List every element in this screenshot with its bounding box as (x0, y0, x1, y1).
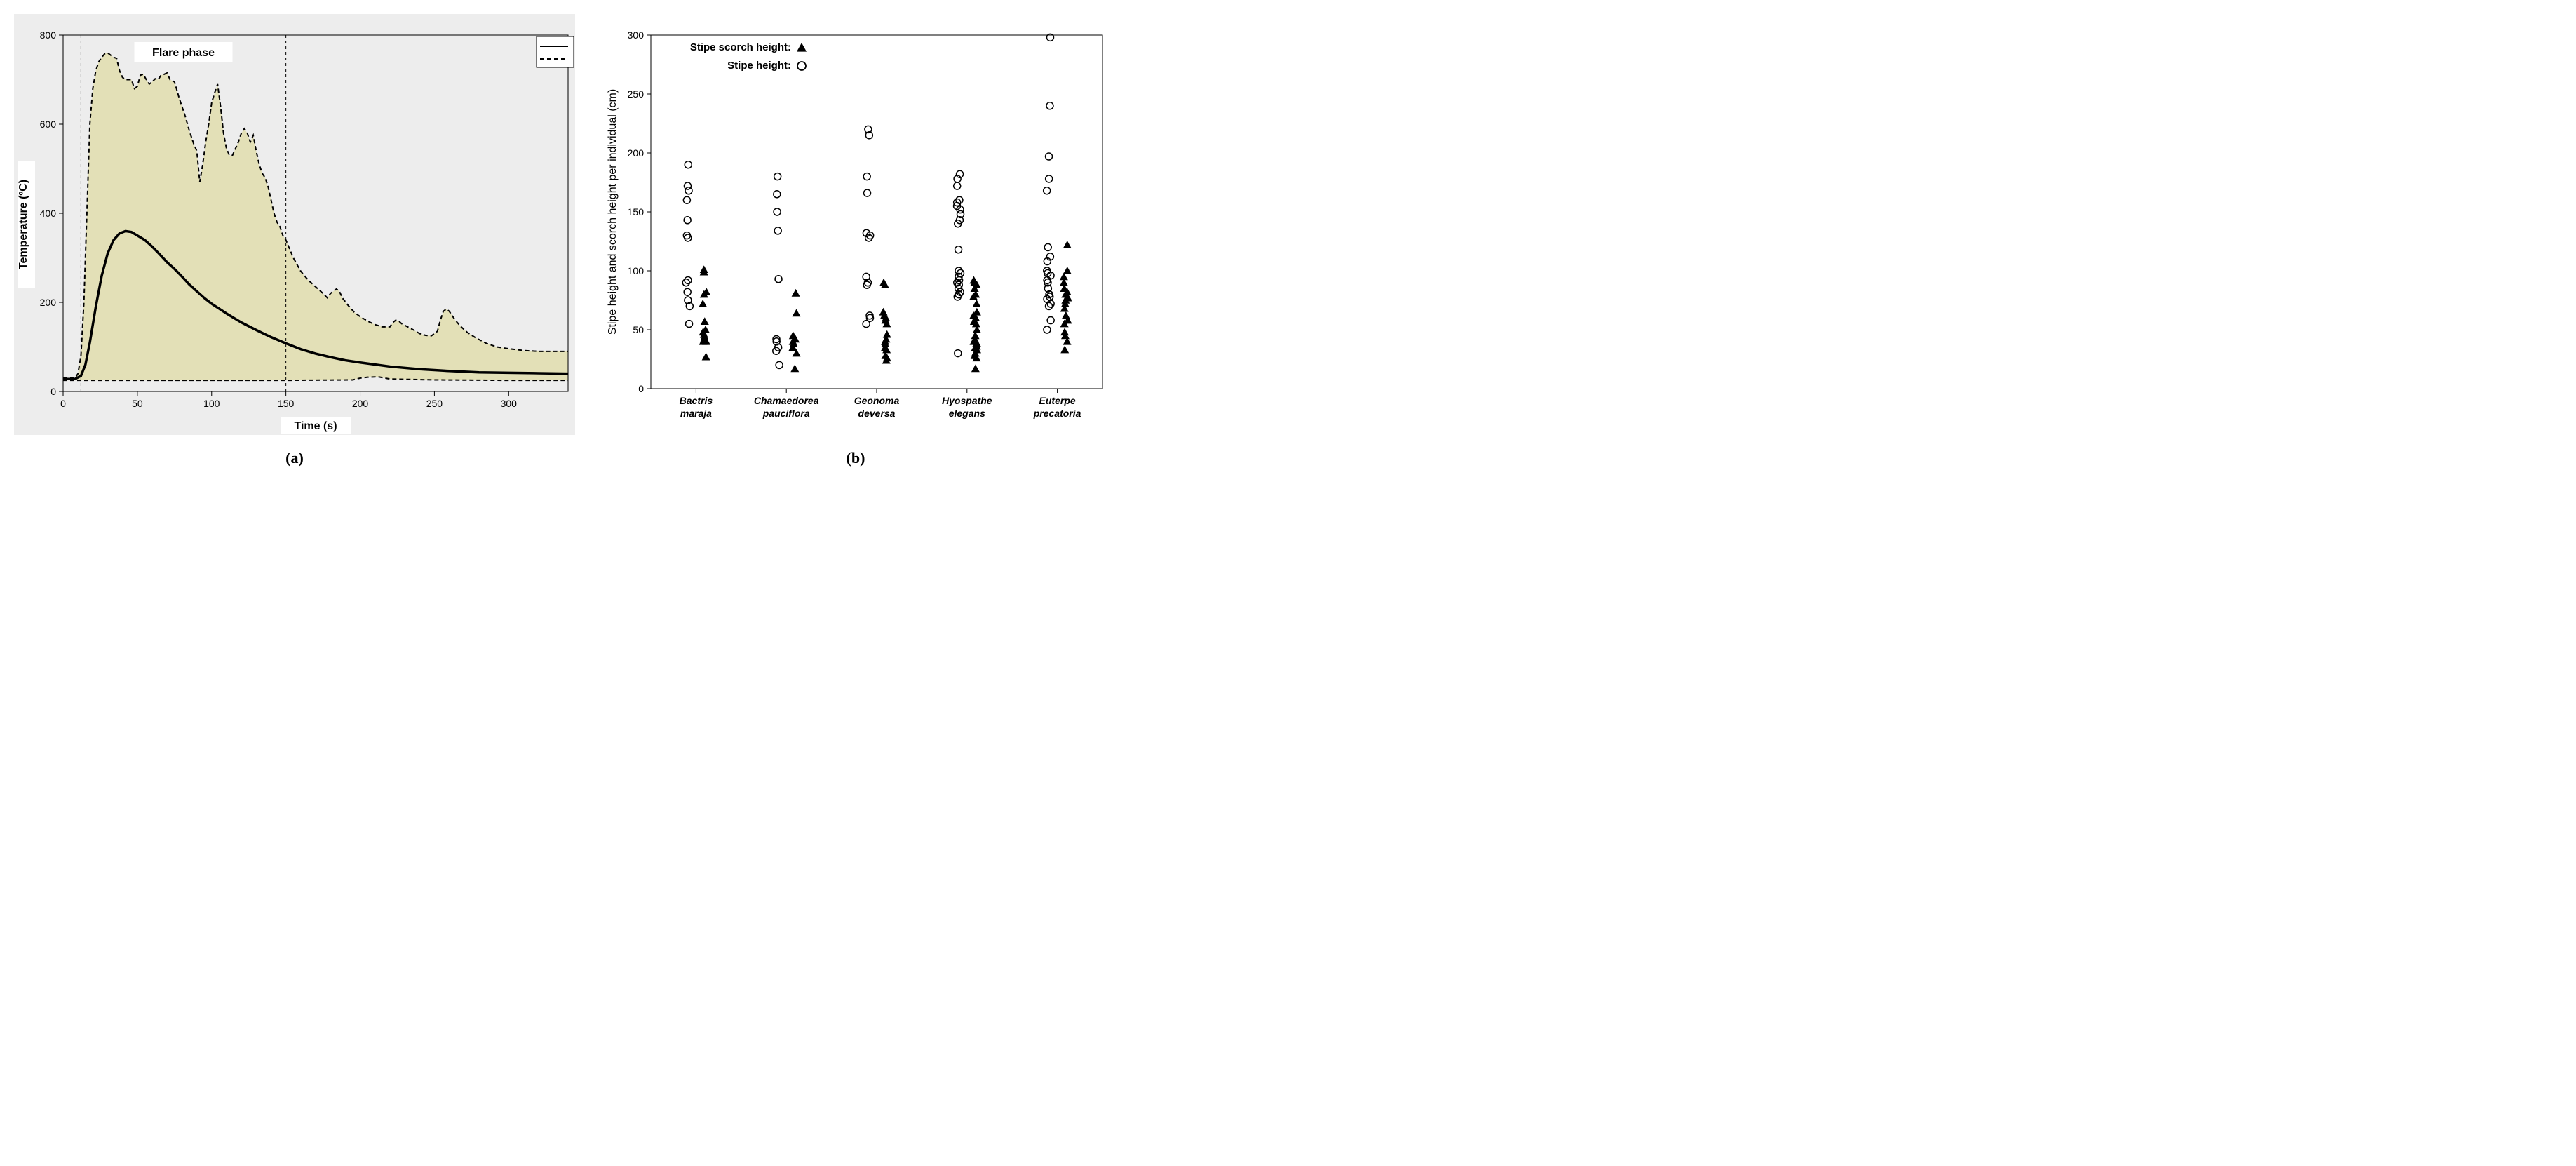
svg-text:Geonoma: Geonoma (854, 395, 900, 406)
svg-text:800: 800 (40, 29, 57, 41)
svg-text:pauciflora: pauciflora (762, 408, 810, 419)
svg-text:elegans: elegans (949, 408, 985, 419)
svg-text:0: 0 (638, 383, 644, 394)
svg-text:100: 100 (203, 398, 220, 409)
temperature-time-chart: 0 50 100 150 200 250 300 0 200 400 600 800 Time (s) T… (14, 14, 575, 435)
svg-text:250: 250 (426, 398, 443, 409)
legend-scorch-label: Stipe scorch height: (690, 41, 791, 53)
panel-b-container: 0 50 100 150 200 250 300 Stipe height and scorc… (603, 14, 1108, 467)
svg-text:maraja: maraja (680, 408, 712, 419)
svg-text:0: 0 (60, 398, 66, 409)
svg-text:0: 0 (50, 386, 56, 397)
legend-height-label: Stipe height: (727, 60, 791, 72)
svg-text:deversa: deversa (858, 408, 896, 419)
y-axis-label: Temperature (ºC) (18, 180, 29, 269)
svg-text:150: 150 (628, 206, 645, 217)
svg-text:Euterpe: Euterpe (1039, 395, 1076, 406)
svg-text:200: 200 (40, 297, 57, 308)
svg-text:250: 250 (628, 88, 645, 100)
y-axis-label: Stipe height and scorch height per indiv… (607, 89, 619, 335)
svg-text:200: 200 (628, 147, 645, 159)
flare-phase-annotation: Flare phase (152, 47, 215, 59)
stipe-height-scatter: 0 50 100 150 200 250 300 Stipe height and scorc… (603, 14, 1108, 435)
svg-text:50: 50 (132, 398, 143, 409)
svg-text:100: 100 (628, 265, 645, 276)
svg-text:Chamaedorea: Chamaedorea (754, 395, 819, 406)
svg-text:300: 300 (628, 29, 645, 41)
svg-text:600: 600 (40, 119, 57, 130)
svg-text:50: 50 (633, 324, 644, 335)
svg-text:precatoria: precatoria (1033, 408, 1081, 419)
panel-b-sublabel: (b) (603, 449, 1108, 467)
svg-text:150: 150 (278, 398, 295, 409)
svg-text:300: 300 (501, 398, 518, 409)
svg-text:400: 400 (40, 208, 57, 219)
x-axis-label: Time (s) (294, 420, 337, 432)
panel-a-sublabel: (a) (14, 449, 575, 467)
panel-a-container: 0 50 100 150 200 250 300 0 200 400 600 800 Time (s) T… (14, 14, 575, 467)
svg-text:200: 200 (352, 398, 369, 409)
svg-text:Bactris: Bactris (680, 395, 713, 406)
svg-text:Hyospathe: Hyospathe (942, 395, 992, 406)
